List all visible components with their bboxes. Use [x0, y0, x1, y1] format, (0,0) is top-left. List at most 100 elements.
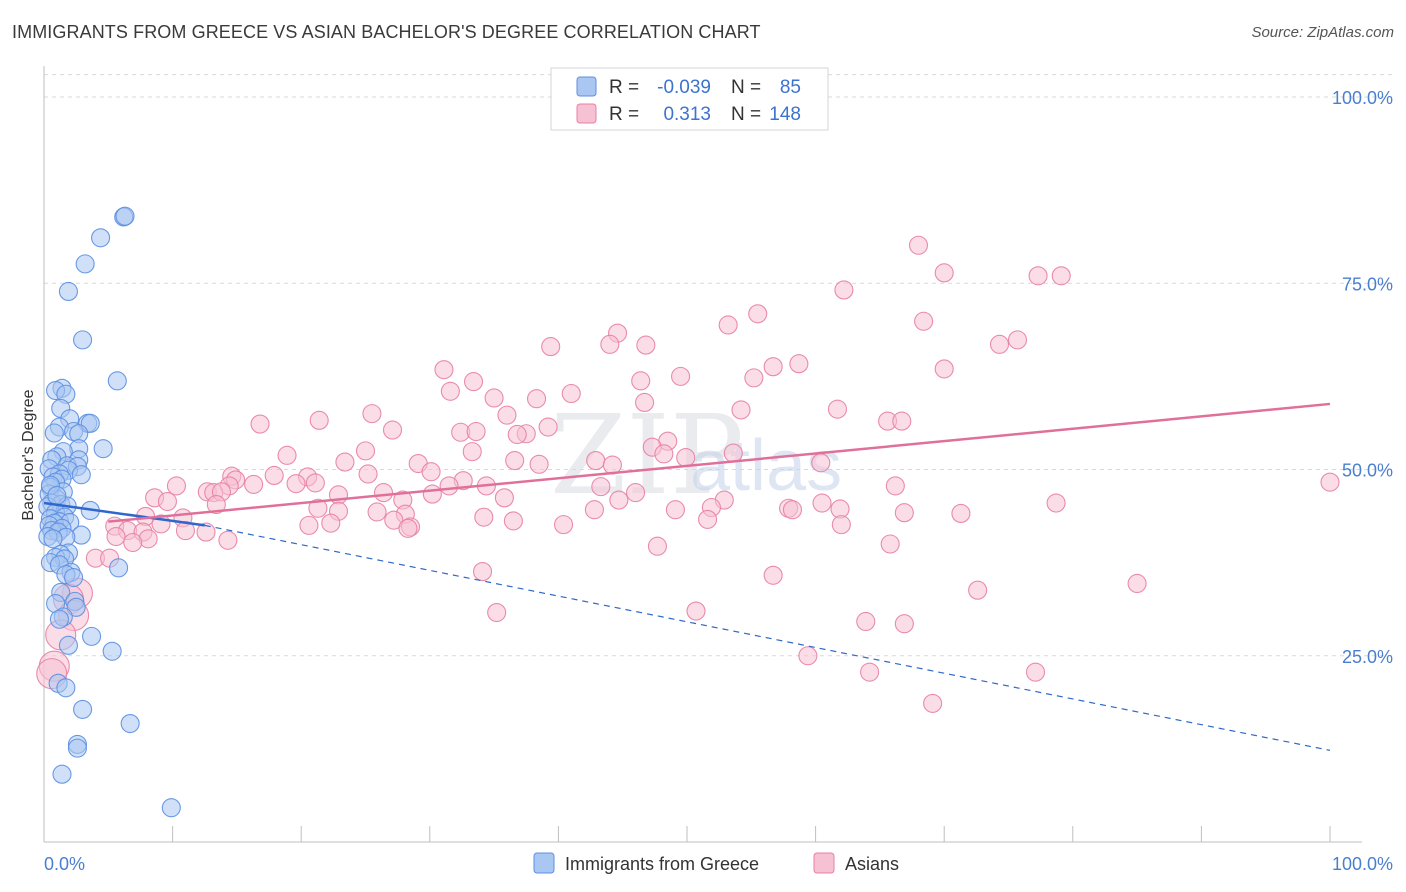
asians-point[interactable]: [812, 493, 832, 513]
asians-point[interactable]: [856, 611, 876, 632]
asians-point[interactable]: [264, 465, 284, 486]
greece-point[interactable]: [67, 738, 87, 758]
greece-point[interactable]: [75, 254, 95, 274]
asians-point[interactable]: [384, 510, 404, 530]
greece-point[interactable]: [71, 465, 91, 485]
asians-point[interactable]: [892, 411, 912, 431]
asians-point[interactable]: [1046, 493, 1066, 513]
greece-point[interactable]: [115, 206, 135, 226]
asians-point[interactable]: [665, 500, 685, 520]
bottom-legend-label-asians[interactable]: Asians: [845, 854, 899, 874]
asians-point[interactable]: [744, 368, 764, 388]
asians-point[interactable]: [723, 443, 743, 463]
asians-point[interactable]: [484, 388, 504, 408]
asians-point[interactable]: [1320, 472, 1340, 492]
asians-point[interactable]: [968, 580, 988, 600]
greece-point[interactable]: [58, 281, 78, 301]
asians-point[interactable]: [358, 464, 378, 484]
asians-point[interactable]: [686, 601, 706, 621]
asians-point[interactable]: [474, 507, 494, 527]
asians-point[interactable]: [731, 400, 751, 420]
asians-point[interactable]: [763, 357, 783, 377]
asians-point[interactable]: [166, 476, 187, 496]
asians-point[interactable]: [250, 414, 270, 434]
asians-point[interactable]: [157, 491, 178, 512]
asians-point[interactable]: [196, 522, 216, 542]
greece-point[interactable]: [120, 713, 140, 734]
asians-point[interactable]: [507, 424, 527, 445]
asians-point[interactable]: [671, 366, 691, 386]
asians-point[interactable]: [676, 448, 696, 468]
asians-point[interactable]: [123, 532, 143, 553]
greece-point[interactable]: [49, 609, 69, 629]
asians-point[interactable]: [503, 511, 523, 531]
asians-point[interactable]: [309, 410, 329, 430]
greece-point[interactable]: [64, 567, 84, 588]
asians-point[interactable]: [472, 562, 493, 582]
asians-point[interactable]: [923, 693, 943, 713]
asians-point[interactable]: [422, 484, 442, 504]
asians-point[interactable]: [584, 500, 604, 520]
asians-point[interactable]: [305, 473, 325, 493]
bottom-legend-swatch-asians[interactable]: [813, 852, 835, 874]
asians-point[interactable]: [367, 502, 387, 522]
asians-point[interactable]: [609, 490, 629, 510]
asians-point[interactable]: [1127, 573, 1147, 594]
bottom-legend-label-greece[interactable]: Immigrants from Greece: [565, 854, 759, 874]
asians-point[interactable]: [1025, 662, 1046, 682]
asians-point[interactable]: [463, 372, 484, 392]
asians-point[interactable]: [1028, 266, 1048, 286]
greece-point[interactable]: [82, 626, 102, 646]
asians-point[interactable]: [748, 304, 768, 324]
greece-point[interactable]: [52, 764, 72, 784]
asians-point[interactable]: [880, 534, 900, 554]
asians-point[interactable]: [1007, 330, 1028, 350]
greece-point[interactable]: [102, 641, 122, 661]
asians-point[interactable]: [106, 526, 126, 547]
asians-point[interactable]: [831, 515, 851, 535]
asians-point[interactable]: [440, 381, 460, 401]
greece-point[interactable]: [109, 558, 129, 578]
asians-point[interactable]: [218, 530, 238, 550]
asians-point[interactable]: [647, 536, 667, 556]
bottom-legend-swatch-greece[interactable]: [533, 852, 555, 874]
asians-point[interactable]: [299, 515, 319, 535]
asians-point[interactable]: [321, 513, 341, 533]
asians-point[interactable]: [934, 263, 954, 283]
greece-point[interactable]: [43, 529, 63, 549]
greece-point[interactable]: [73, 330, 93, 350]
greece-point[interactable]: [161, 798, 181, 818]
asians-point[interactable]: [782, 500, 803, 520]
asians-point[interactable]: [626, 483, 646, 503]
asians-point[interactable]: [600, 334, 620, 354]
asians-point[interactable]: [631, 371, 651, 391]
asians-point[interactable]: [635, 392, 655, 413]
asians-point[interactable]: [789, 354, 809, 374]
asians-point[interactable]: [885, 476, 905, 496]
asians-point[interactable]: [462, 442, 482, 462]
asians-point[interactable]: [951, 503, 971, 524]
asians-point[interactable]: [244, 474, 264, 494]
asians-point[interactable]: [529, 454, 549, 474]
asians-point[interactable]: [505, 451, 525, 471]
asians-point[interactable]: [421, 462, 441, 482]
asians-point[interactable]: [206, 494, 226, 515]
asians-point[interactable]: [362, 404, 382, 424]
asians-point[interactable]: [586, 451, 606, 471]
asians-point[interactable]: [398, 518, 418, 538]
asians-point[interactable]: [561, 383, 581, 404]
asians-point[interactable]: [798, 646, 818, 666]
asians-point[interactable]: [989, 334, 1010, 354]
asians-point[interactable]: [763, 565, 783, 585]
asians-point[interactable]: [934, 359, 954, 379]
asians-point[interactable]: [494, 488, 514, 508]
asians-point[interactable]: [335, 452, 355, 472]
greece-point[interactable]: [66, 597, 86, 617]
asians-point[interactable]: [811, 453, 831, 473]
asians-point[interactable]: [466, 421, 486, 442]
asians-point[interactable]: [834, 280, 854, 300]
asians-point[interactable]: [439, 476, 459, 496]
asians-point[interactable]: [860, 662, 880, 682]
asians-point[interactable]: [914, 311, 934, 331]
asians-point[interactable]: [497, 405, 517, 425]
